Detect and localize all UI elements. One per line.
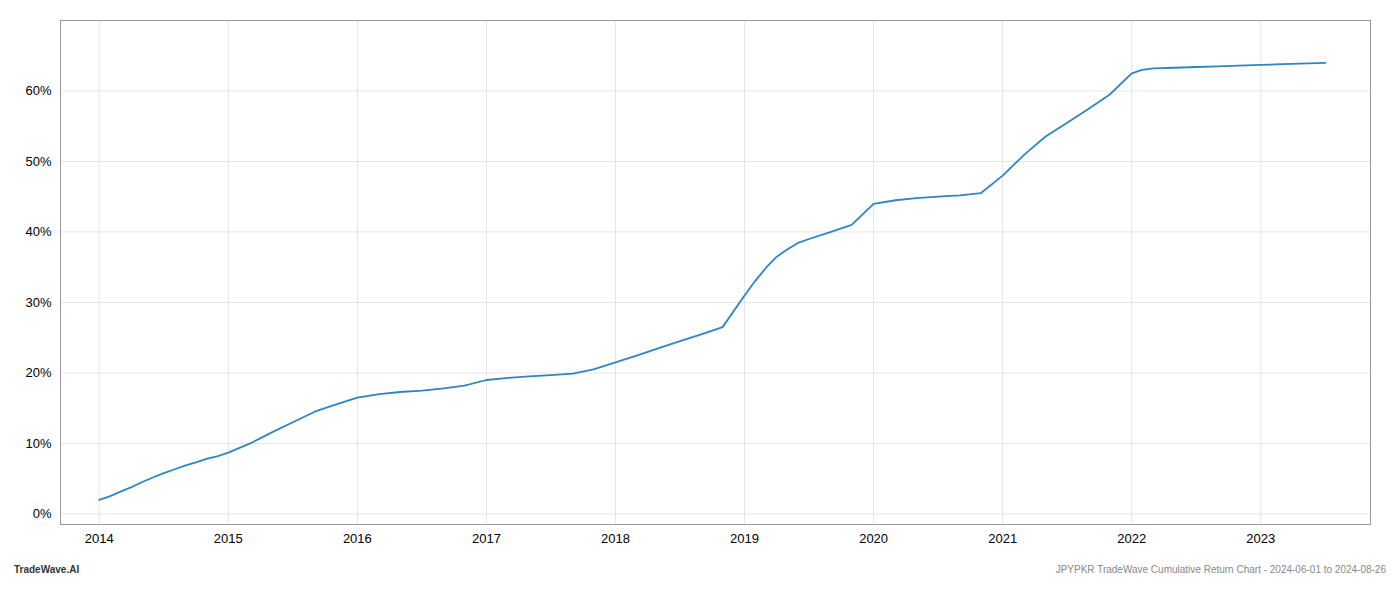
svg-text:2015: 2015 (214, 531, 243, 546)
svg-text:2019: 2019 (730, 531, 759, 546)
svg-text:60%: 60% (25, 83, 51, 98)
svg-text:30%: 30% (25, 295, 51, 310)
svg-text:2016: 2016 (343, 531, 372, 546)
svg-text:2018: 2018 (601, 531, 630, 546)
html-text:JPYPKR TradeWave Cumulative Re: JPYPKR TradeWave Cumulative Return Chart… (1055, 564, 1386, 575)
svg-text:20%: 20% (25, 365, 51, 380)
svg-text:2023: 2023 (1246, 531, 1275, 546)
svg-text:2021: 2021 (988, 531, 1017, 546)
svg-text:50%: 50% (25, 154, 51, 169)
svg-text:0%: 0% (33, 506, 52, 521)
svg-text:10%: 10% (25, 436, 51, 451)
svg-text:2014: 2014 (85, 531, 114, 546)
svg-text:2020: 2020 (859, 531, 888, 546)
svg-text:40%: 40% (25, 224, 51, 239)
svg-text:2017: 2017 (472, 531, 501, 546)
svg-text:2022: 2022 (1117, 531, 1146, 546)
html-text:TradeWave.AI: TradeWave.AI (14, 564, 80, 575)
